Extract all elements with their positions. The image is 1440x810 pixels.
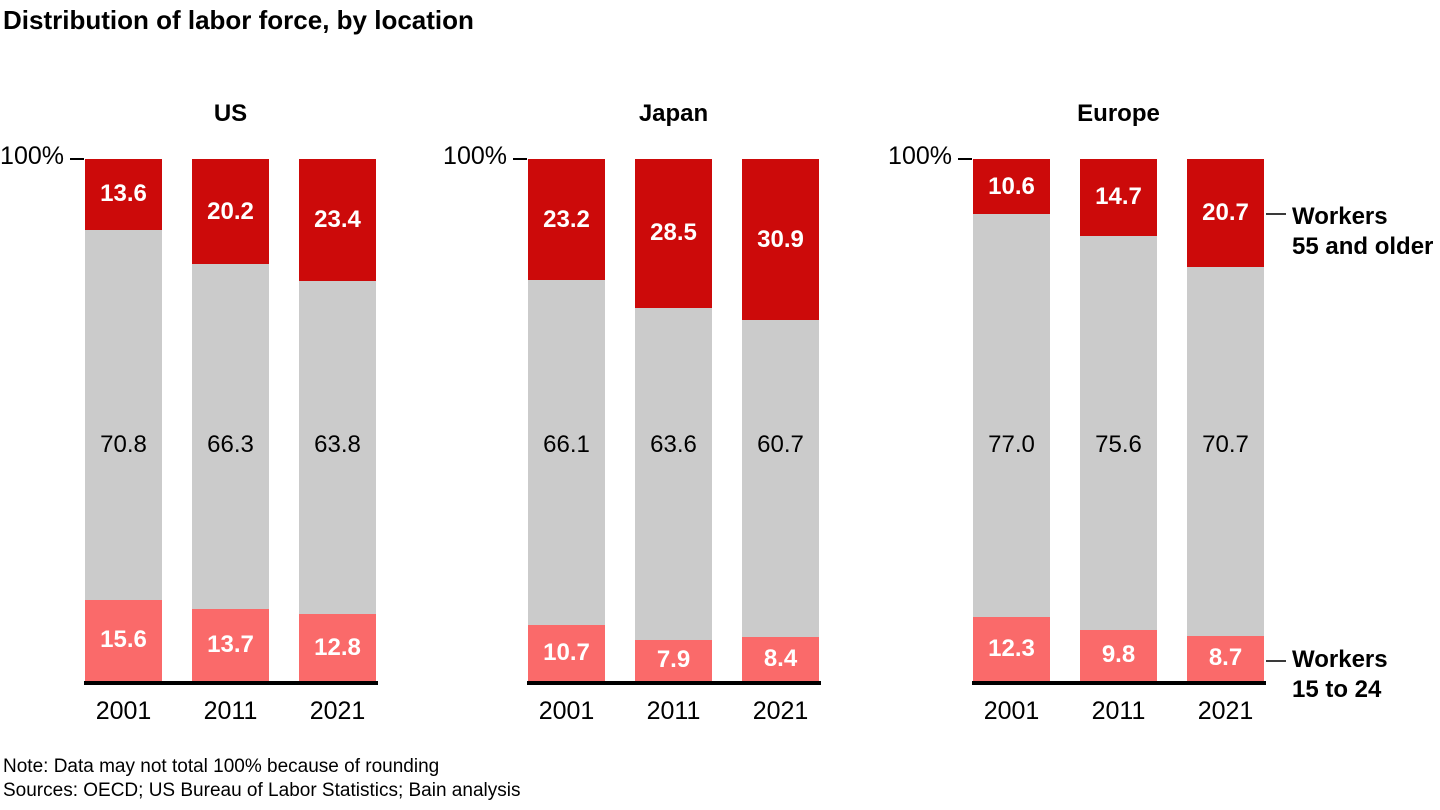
bar-value-label-middle: 66.3	[207, 431, 254, 458]
bar-value-label-older: 23.2	[543, 205, 590, 233]
x-axis-baseline	[527, 681, 821, 685]
bar-segment-middle	[1187, 267, 1264, 636]
year-label: 2001	[983, 697, 1040, 725]
bar-segment-younger	[742, 637, 819, 681]
bar-segment-middle	[973, 214, 1050, 617]
bar-value-label-older: 13.6	[100, 180, 147, 208]
bar-segment-middle	[528, 280, 605, 626]
bar-value-label-middle: 66.1	[543, 431, 590, 458]
bar-segment-younger	[1187, 635, 1264, 681]
year-label: 2021	[752, 697, 809, 725]
bar-value-label-older: 14.7	[1095, 183, 1142, 211]
bar-segment-older	[528, 159, 605, 281]
axis-100-label: 100%	[888, 142, 952, 170]
chart-title: Distribution of labor force, by location	[3, 5, 474, 35]
axis-tick	[513, 158, 527, 160]
bar-value-label-older: 20.7	[1202, 199, 1249, 227]
bar-segment-older	[635, 159, 712, 308]
group-title-us: US	[213, 100, 248, 127]
bar-value-label-middle: 75.6	[1095, 431, 1142, 458]
bar-value-label-middle: 70.8	[100, 431, 147, 458]
bar-us-2011: 20.2 66.3 13.7	[192, 159, 269, 681]
bar-value-label-middle: 63.6	[650, 431, 697, 458]
group-title-japan: Japan	[638, 100, 709, 127]
bar-segment-middle	[742, 320, 819, 638]
bar-value-label-younger: 8.7	[1208, 644, 1243, 672]
bar-segment-younger	[528, 625, 605, 681]
bar-segment-older	[1080, 159, 1157, 236]
legend-older-label-line1: Workers	[1292, 203, 1388, 230]
legend-younger-connector-line	[1266, 660, 1286, 662]
bar-value-label-middle: 77.0	[988, 431, 1035, 458]
bar-value-label-younger: 15.6	[100, 626, 147, 654]
bar-japan-2001: 23.2 66.1 10.7	[528, 159, 605, 681]
bar-value-label-younger: 9.8	[1101, 641, 1136, 669]
axis-100-label: 100%	[0, 142, 64, 170]
bar-japan-2011: 28.5 63.6 7.9	[635, 159, 712, 681]
sources-text: Sources: OECD; US Bureau of Labor Statis…	[3, 780, 521, 801]
bar-value-label-older: 10.6	[988, 172, 1035, 200]
bar-value-label-middle: 70.7	[1202, 431, 1249, 458]
bar-value-label-older: 20.2	[207, 197, 254, 225]
bar-us-2001: 13.6 70.8 15.6	[85, 159, 162, 681]
bar-segment-younger	[192, 609, 269, 681]
bar-segment-younger	[85, 599, 162, 681]
bar-segment-middle	[635, 307, 712, 640]
bar-segment-middle	[85, 229, 162, 600]
year-label: 2021	[309, 697, 366, 725]
bar-europe-2021: 20.7 70.7 8.7	[1187, 159, 1264, 681]
bar-segment-older	[299, 159, 376, 282]
x-axis-baseline	[972, 681, 1266, 685]
bar-japan-2021: 30.9 60.7 8.4	[742, 159, 819, 681]
year-label: 2011	[1091, 697, 1146, 725]
bar-europe-2001: 10.6 77.0 12.3	[973, 159, 1050, 681]
bar-segment-younger	[635, 639, 712, 681]
legend-older-label-line2: 55 and older	[1292, 233, 1434, 260]
year-label: 2021	[1197, 697, 1254, 725]
bar-segment-middle	[299, 281, 376, 615]
bar-segment-older	[742, 159, 819, 321]
legend-older-label: Workers 55 and older	[1292, 202, 1433, 262]
bar-value-label-younger: 7.9	[656, 646, 691, 674]
bar-segment-older	[192, 159, 269, 265]
bar-value-label-middle: 63.8	[314, 431, 361, 458]
axis-tick	[70, 158, 84, 160]
legend-younger-label-line1: Workers	[1292, 646, 1388, 673]
bar-segment-older	[1187, 159, 1264, 268]
legend-older-connector-line	[1266, 213, 1286, 215]
bar-segment-older	[973, 159, 1050, 215]
bar-segment-younger	[1080, 629, 1157, 681]
year-label: 2001	[538, 697, 595, 725]
bar-value-label-older: 30.9	[757, 225, 804, 253]
year-label: 2011	[646, 697, 701, 725]
bar-value-label-older: 23.4	[314, 206, 361, 234]
year-label: 2001	[95, 697, 152, 725]
bar-segment-younger	[299, 614, 376, 681]
legend-younger-label-line2: 15 to 24	[1292, 676, 1382, 703]
axis-tick	[958, 158, 972, 160]
bar-value-label-younger: 10.7	[543, 639, 590, 667]
bar-segment-middle	[1080, 235, 1157, 630]
bar-europe-2011: 14.7 75.6 9.8	[1080, 159, 1157, 681]
bar-segment-younger	[973, 616, 1050, 681]
bar-value-label-older: 28.5	[650, 219, 697, 247]
axis-100-label: 100%	[443, 142, 507, 170]
bar-value-label-younger: 8.4	[763, 645, 798, 673]
note-text: Note: Data may not total 100% because of…	[3, 756, 440, 777]
year-label: 2011	[203, 697, 258, 725]
bar-segment-older	[85, 159, 162, 230]
bar-value-label-younger: 12.8	[314, 633, 361, 661]
bar-segment-middle	[192, 264, 269, 610]
bar-value-label-younger: 13.7	[207, 631, 254, 659]
bar-value-label-younger: 12.3	[988, 634, 1035, 662]
group-title-europe: Europe	[1077, 100, 1160, 127]
legend-younger-label: Workers 15 to 24	[1292, 645, 1388, 705]
x-axis-baseline	[84, 681, 378, 685]
bar-value-label-middle: 60.7	[757, 431, 804, 458]
bar-us-2021: 23.4 63.8 12.8	[299, 159, 376, 681]
